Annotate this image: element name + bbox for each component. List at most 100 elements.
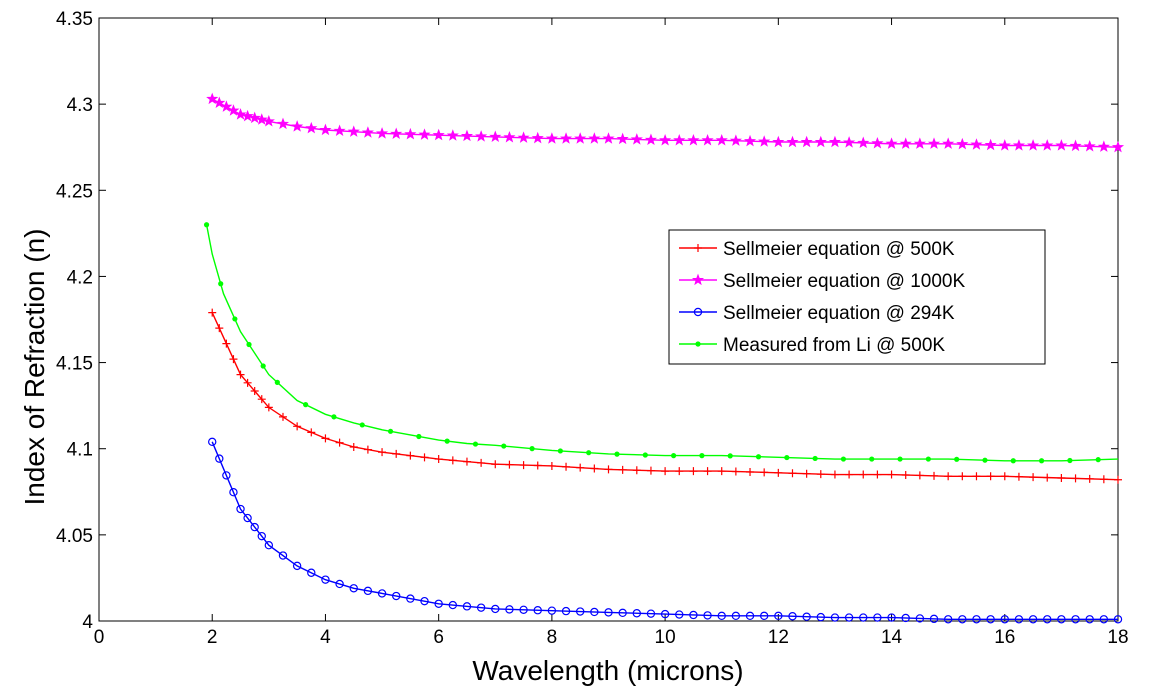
data-point bbox=[618, 608, 627, 618]
data-point bbox=[1097, 140, 1110, 152]
data-point bbox=[434, 599, 443, 608]
data-point bbox=[305, 121, 318, 134]
data-point bbox=[1095, 457, 1101, 463]
y-tick-label: 4.05 bbox=[56, 526, 93, 547]
series-dot bbox=[203, 222, 1119, 464]
legend-item: Measured from Li @ 500K bbox=[679, 335, 945, 356]
data-point bbox=[1083, 139, 1096, 152]
x-tick-label: 6 bbox=[433, 627, 444, 648]
data-point bbox=[943, 615, 953, 624]
x-tick-label: 2 bbox=[207, 627, 218, 648]
data-point bbox=[695, 341, 701, 347]
data-point bbox=[1012, 139, 1025, 151]
data-point bbox=[349, 584, 358, 593]
data-point bbox=[673, 133, 686, 146]
data-point bbox=[814, 135, 827, 148]
data-point bbox=[646, 466, 655, 475]
data-point bbox=[727, 453, 733, 459]
data-point bbox=[729, 134, 742, 146]
data-point bbox=[675, 467, 684, 476]
data-point bbox=[758, 135, 771, 147]
data-point bbox=[590, 464, 599, 473]
data-point bbox=[250, 522, 259, 532]
data-point bbox=[915, 471, 924, 480]
data-point bbox=[871, 136, 884, 149]
data-point bbox=[229, 488, 238, 497]
data-point bbox=[774, 468, 783, 477]
data-point bbox=[1010, 458, 1016, 464]
data-point bbox=[533, 606, 542, 615]
data-point bbox=[248, 111, 261, 124]
legend-item: Sellmeier equation @ 1000K bbox=[679, 271, 965, 292]
data-point bbox=[859, 470, 868, 479]
data-point bbox=[845, 470, 854, 479]
data-point bbox=[694, 244, 702, 252]
data-point bbox=[743, 134, 757, 147]
data-point bbox=[689, 467, 698, 476]
data-point bbox=[547, 606, 557, 615]
data-point bbox=[671, 453, 677, 459]
data-point bbox=[1114, 475, 1122, 484]
legend-label: Sellmeier equation @ 294K bbox=[723, 303, 955, 324]
data-point bbox=[519, 461, 528, 470]
data-point bbox=[460, 129, 474, 142]
data-point bbox=[693, 307, 703, 317]
data-point bbox=[208, 437, 217, 447]
data-point bbox=[788, 469, 797, 478]
data-point bbox=[630, 133, 643, 145]
x-tick-label: 12 bbox=[768, 627, 789, 648]
y-axis-label: Index of Refraction (n) bbox=[19, 228, 50, 505]
data-point bbox=[731, 611, 741, 621]
data-point bbox=[586, 450, 592, 456]
data-point bbox=[307, 428, 316, 437]
data-point bbox=[1038, 458, 1045, 464]
series-layer bbox=[203, 92, 1125, 624]
data-point bbox=[434, 455, 443, 464]
data-point bbox=[576, 463, 585, 472]
data-point bbox=[661, 467, 670, 476]
data-point bbox=[1099, 475, 1108, 484]
data-point bbox=[264, 540, 274, 550]
data-point bbox=[1067, 457, 1073, 464]
data-point bbox=[241, 109, 254, 122]
data-point bbox=[715, 133, 728, 146]
data-point bbox=[687, 133, 700, 146]
data-point bbox=[303, 402, 309, 408]
series-plus bbox=[208, 308, 1122, 484]
data-point bbox=[772, 135, 785, 148]
data-point bbox=[632, 609, 642, 618]
data-point bbox=[363, 586, 373, 596]
data-point bbox=[462, 457, 471, 466]
data-point bbox=[503, 130, 516, 143]
data-point bbox=[1111, 140, 1125, 153]
data-point bbox=[1014, 472, 1023, 481]
data-point bbox=[491, 604, 500, 614]
data-point bbox=[517, 131, 530, 143]
data-point bbox=[618, 465, 627, 474]
data-point bbox=[335, 438, 344, 447]
data-point bbox=[970, 138, 983, 150]
data-point bbox=[784, 454, 790, 461]
data-point bbox=[1069, 139, 1082, 152]
data-point bbox=[1041, 139, 1054, 151]
data-point bbox=[222, 339, 231, 348]
data-point bbox=[1071, 474, 1080, 483]
data-point bbox=[208, 308, 217, 317]
data-point bbox=[954, 456, 960, 462]
data-point bbox=[590, 607, 599, 617]
data-point bbox=[703, 467, 712, 476]
data-point bbox=[760, 468, 769, 477]
data-point bbox=[206, 92, 219, 105]
data-point bbox=[887, 613, 896, 622]
y-tick-label: 4.3 bbox=[67, 95, 93, 116]
x-tick-label: 4 bbox=[320, 627, 331, 648]
legend-item: Sellmeier equation @ 500K bbox=[679, 239, 955, 260]
data-point bbox=[840, 456, 847, 462]
legend: Sellmeier equation @ 500K Sellmeier equat… bbox=[668, 229, 1046, 365]
series-circle bbox=[208, 437, 1123, 624]
data-point bbox=[446, 129, 459, 141]
data-point bbox=[222, 471, 231, 480]
legend-label: Sellmeier equation @ 1000K bbox=[723, 271, 965, 292]
data-point bbox=[929, 614, 939, 624]
data-point bbox=[1057, 474, 1066, 483]
